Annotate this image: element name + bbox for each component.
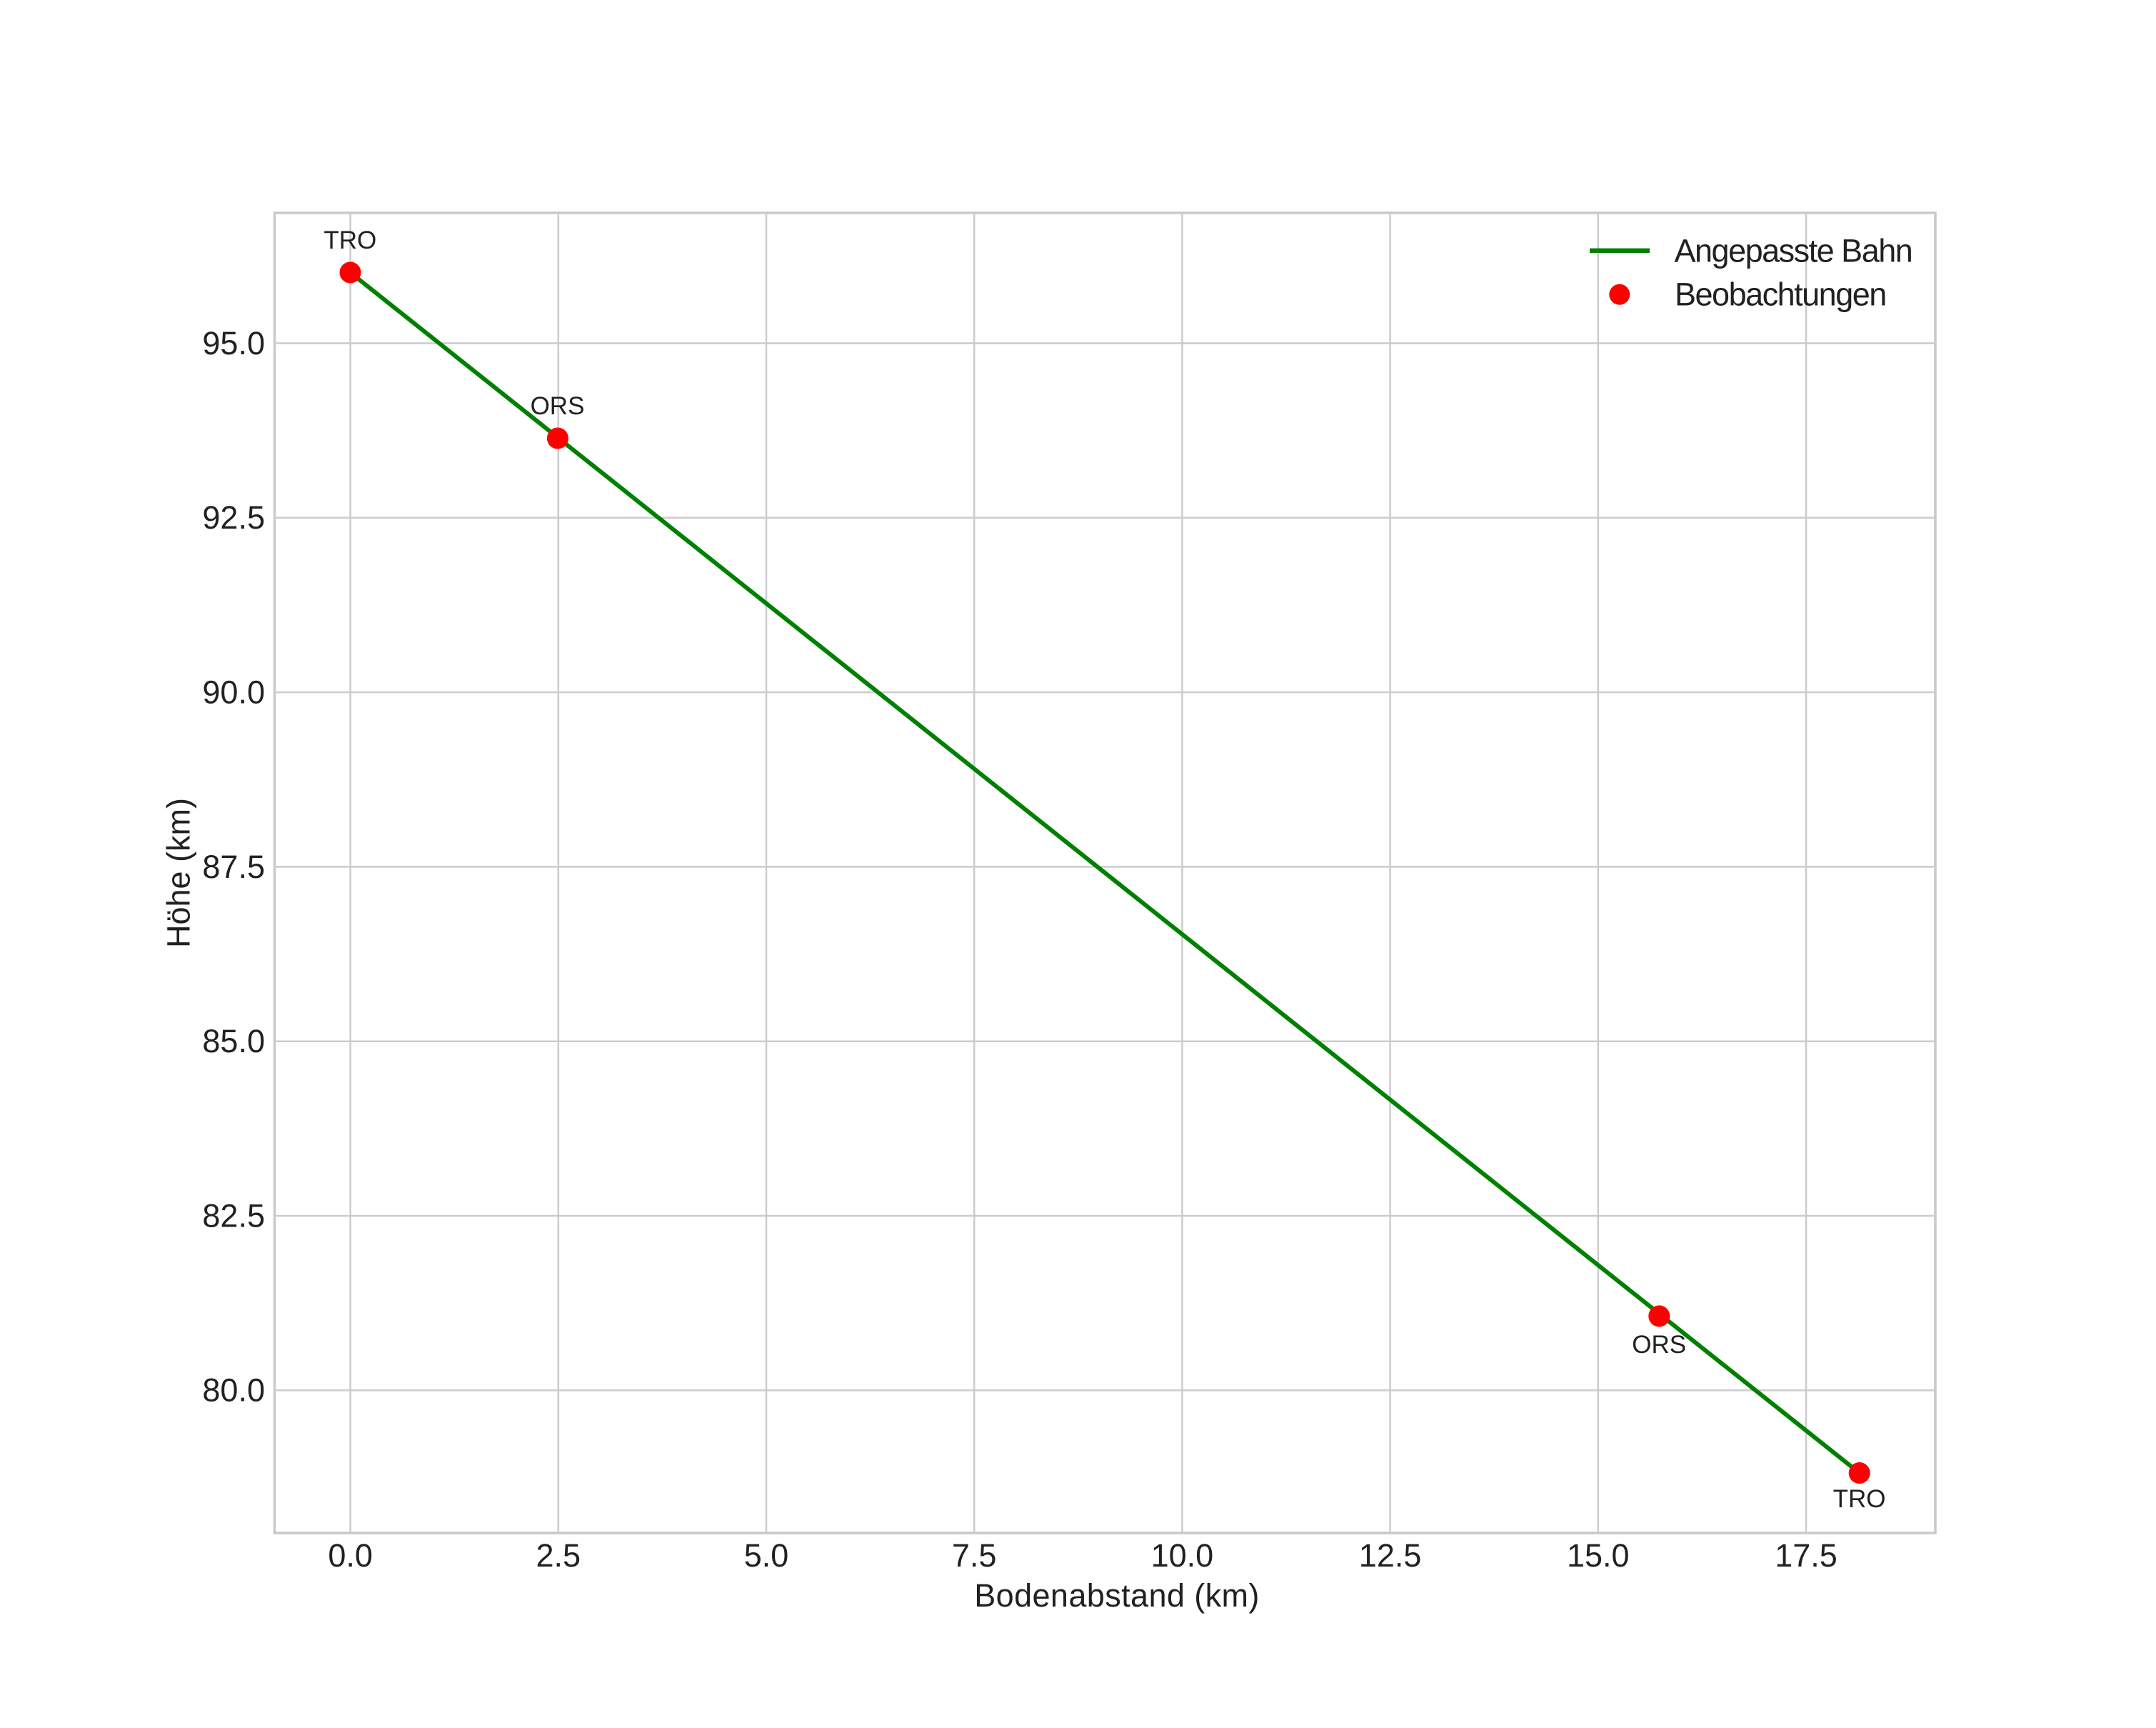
svg-text:Bodenabstand (km): Bodenabstand (km) [974,1577,1260,1614]
svg-text:95.0: 95.0 [202,325,265,361]
svg-text:5.0: 5.0 [744,1537,789,1574]
svg-text:15.0: 15.0 [1567,1537,1630,1574]
svg-text:2.5: 2.5 [536,1537,581,1574]
svg-text:82.5: 82.5 [202,1197,265,1234]
svg-text:90.0: 90.0 [202,674,265,711]
svg-text:Angepasste Bahn: Angepasste Bahn [1675,232,1912,269]
svg-text:85.0: 85.0 [202,1023,265,1059]
svg-text:7.5: 7.5 [952,1537,997,1574]
svg-text:80.0: 80.0 [202,1372,265,1409]
svg-text:12.5: 12.5 [1359,1537,1422,1574]
svg-text:TRO: TRO [324,226,376,254]
svg-text:10.0: 10.0 [1151,1537,1214,1574]
svg-text:92.5: 92.5 [202,499,265,536]
svg-text:TRO: TRO [1833,1485,1886,1513]
svg-text:Höhe (km): Höhe (km) [161,798,197,948]
svg-text:87.5: 87.5 [202,849,265,885]
svg-text:17.5: 17.5 [1775,1537,1837,1574]
svg-text:0.0: 0.0 [328,1537,373,1574]
svg-text:ORS: ORS [1632,1331,1686,1359]
svg-text:ORS: ORS [531,392,585,420]
svg-text:Beobachtungen: Beobachtungen [1675,276,1886,313]
